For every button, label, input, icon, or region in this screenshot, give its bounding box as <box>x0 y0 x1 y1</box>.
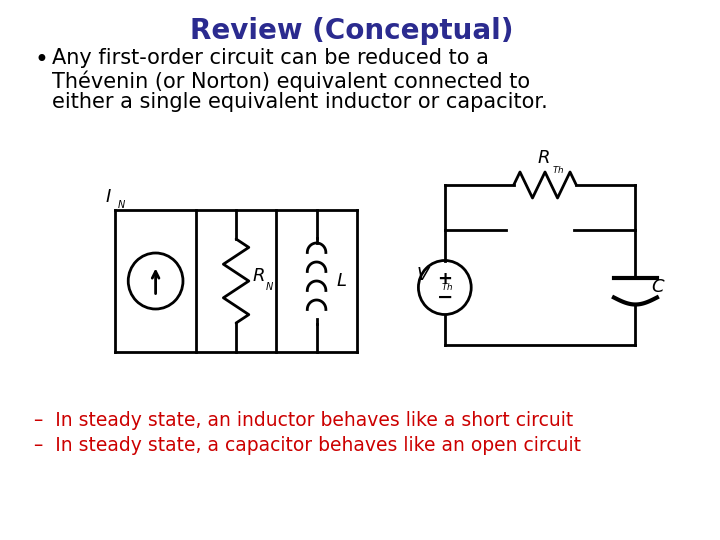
Text: $_N$: $_N$ <box>117 197 127 211</box>
Text: $L$: $L$ <box>336 272 347 290</box>
Text: +: + <box>437 269 452 287</box>
Text: –  In steady state, an inductor behaves like a short circuit: – In steady state, an inductor behaves l… <box>35 411 573 430</box>
Text: Any first-order circuit can be reduced to a: Any first-order circuit can be reduced t… <box>52 48 489 68</box>
Text: –  In steady state, a capacitor behaves like an open circuit: – In steady state, a capacitor behaves l… <box>35 436 581 455</box>
Text: either a single equivalent inductor or capacitor.: either a single equivalent inductor or c… <box>52 92 548 112</box>
Text: $R$: $R$ <box>252 267 264 285</box>
Text: $_{Th}$: $_{Th}$ <box>552 162 564 175</box>
Text: −: − <box>436 288 453 307</box>
Text: Thévenin (or Norton) equivalent connected to: Thévenin (or Norton) equivalent connecte… <box>52 70 530 91</box>
Text: $V$: $V$ <box>415 267 431 285</box>
Text: $I$: $I$ <box>104 188 112 206</box>
Text: $_{Th}$: $_{Th}$ <box>441 279 454 292</box>
Text: $_N$: $_N$ <box>266 279 274 293</box>
Text: $R$: $R$ <box>537 149 550 167</box>
Text: $C$: $C$ <box>651 279 665 296</box>
Text: Review (Conceptual): Review (Conceptual) <box>190 17 513 45</box>
Text: •: • <box>35 48 48 72</box>
